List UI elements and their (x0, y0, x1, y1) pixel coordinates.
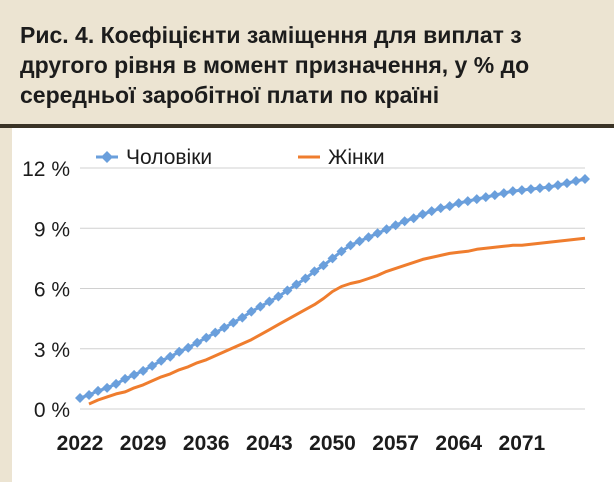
data-point (444, 201, 455, 212)
data-point (435, 203, 446, 214)
data-point (390, 220, 401, 231)
data-point (408, 213, 419, 224)
data-point (138, 365, 149, 376)
x-tick-label: 2043 (246, 432, 293, 455)
data-point (129, 369, 140, 380)
data-point (570, 176, 581, 187)
data-point (327, 253, 338, 264)
data-point (255, 301, 266, 312)
data-point (534, 183, 545, 194)
data-point (174, 346, 185, 357)
data-point (120, 373, 131, 384)
x-tick-label: 2036 (183, 432, 230, 455)
figure-title: Рис. 4. Коефіцієнти заміщення для виплат… (20, 22, 530, 108)
data-point (237, 312, 248, 323)
data-point (580, 174, 590, 185)
data-point (309, 266, 320, 277)
x-tick-label: 2050 (309, 432, 356, 455)
data-point (372, 228, 383, 239)
data-point (102, 382, 113, 393)
data-point (282, 285, 293, 296)
data-point (543, 182, 554, 193)
data-point (147, 360, 158, 371)
legend-marker-men (101, 151, 113, 163)
data-point (399, 216, 410, 227)
data-point (318, 260, 329, 271)
data-point (183, 342, 194, 353)
line-chart: 0 % 3 % 6 % 9 % 12 % 2022 2029 2036 2043 2050 205… (22, 146, 590, 455)
legend-label-men: Чоловіки (126, 146, 212, 169)
x-tick-label: 2029 (120, 432, 167, 455)
data-point (228, 317, 239, 328)
data-point (192, 337, 203, 348)
data-point (417, 209, 428, 220)
figure-header: Рис. 4. Коефіцієнти заміщення для виплат… (0, 0, 614, 128)
data-point (210, 327, 221, 338)
data-point (426, 206, 437, 217)
data-point (75, 392, 85, 403)
x-tick-label: 2022 (57, 432, 104, 455)
y-axis-labels: 0 % 3 % 6 % 9 % 12 % (22, 158, 70, 422)
data-point (525, 184, 536, 195)
y-tick-label: 3 % (34, 339, 70, 362)
data-point (111, 378, 122, 389)
series-line-women (88, 236, 586, 406)
data-point (462, 196, 473, 207)
side-strip (0, 128, 12, 482)
y-tick-label: 6 % (34, 279, 70, 302)
data-point (84, 389, 95, 400)
data-point (156, 355, 167, 366)
data-point (516, 185, 527, 196)
data-point (498, 188, 509, 199)
legend-label-women: Жінки (328, 146, 385, 169)
series (75, 174, 590, 406)
data-point (273, 291, 284, 302)
x-tick-label: 2057 (372, 432, 419, 455)
data-point (507, 186, 518, 197)
x-axis-labels: 2022 2029 2036 2043 2050 2057 2064 2071 (57, 432, 546, 455)
y-tick-label: 0 % (34, 399, 70, 422)
data-point (93, 385, 104, 396)
gridlines (80, 167, 585, 410)
x-tick-label: 2064 (435, 432, 482, 455)
data-point (300, 273, 311, 284)
x-tick-label: 2071 (499, 432, 546, 455)
data-point (219, 322, 230, 333)
data-point (201, 332, 212, 343)
data-point (561, 178, 572, 189)
legend: Чоловіки Жінки (96, 146, 385, 169)
data-point (381, 224, 392, 235)
data-point (354, 236, 365, 247)
data-point (552, 180, 563, 191)
data-point (264, 296, 275, 307)
data-point (246, 306, 257, 317)
y-tick-label: 12 % (22, 158, 70, 181)
data-point (345, 240, 356, 251)
data-point (165, 351, 176, 362)
data-point (291, 279, 302, 290)
data-point (471, 194, 482, 205)
y-tick-label: 9 % (34, 218, 70, 241)
data-point (480, 192, 491, 203)
data-point (336, 246, 347, 257)
data-point (489, 190, 500, 201)
data-point (453, 198, 464, 209)
data-point (363, 232, 374, 243)
